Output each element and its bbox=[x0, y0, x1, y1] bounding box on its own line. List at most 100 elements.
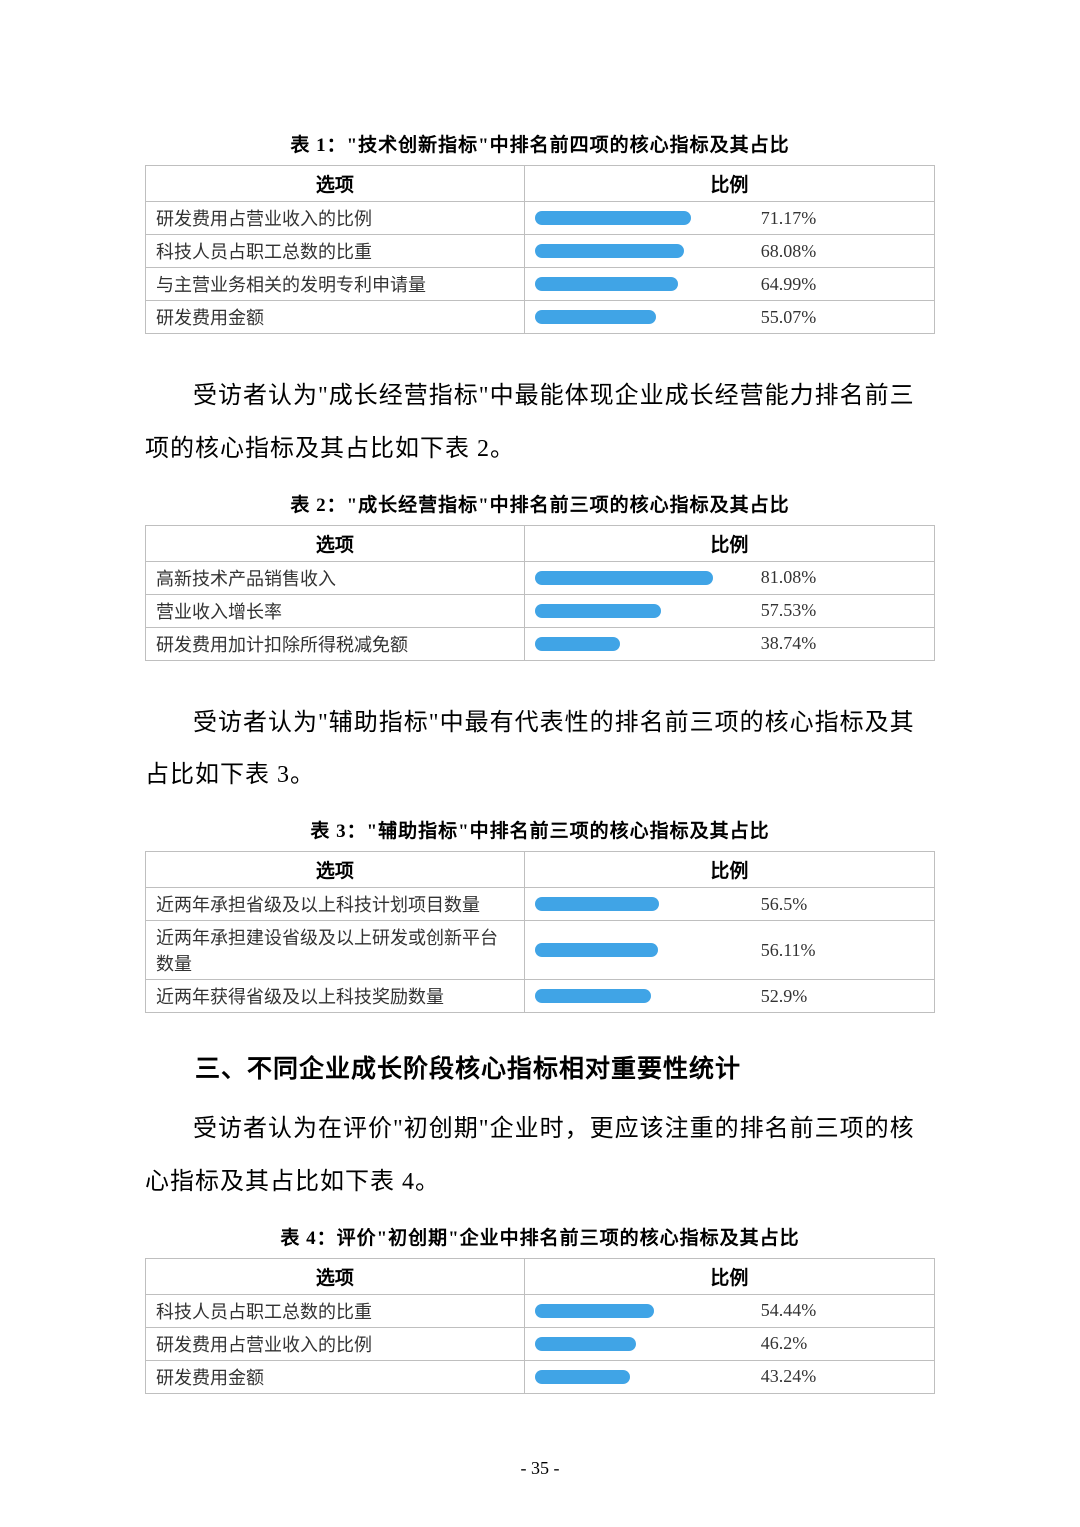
bar-wrap: 56.11% bbox=[535, 940, 924, 961]
indicator-table: 选项比例科技人员占职工总数的比重54.44%研发费用占营业收入的比例46.2%研… bbox=[145, 1258, 935, 1394]
bar-wrap: 68.08% bbox=[535, 241, 924, 262]
table-row: 营业收入增长率 57.53% bbox=[146, 594, 935, 627]
page-number: - 35 - bbox=[0, 1458, 1080, 1479]
table-row: 近两年承担省级及以上科技计划项目数量 56.5% bbox=[146, 888, 935, 921]
ratio-cell: 56.5% bbox=[524, 888, 934, 921]
bar-wrap: 57.53% bbox=[535, 600, 924, 621]
ratio-cell: 52.9% bbox=[524, 980, 934, 1013]
table-caption: 表 4：评价"初创期"企业中排名前三项的核心指标及其占比 bbox=[145, 1223, 935, 1250]
bar-percent-label: 43.24% bbox=[761, 1366, 817, 1387]
bar-track bbox=[535, 1337, 755, 1351]
option-label: 营业收入增长率 bbox=[146, 594, 525, 627]
ratio-cell: 56.11% bbox=[524, 921, 934, 980]
ratio-cell: 68.08% bbox=[524, 235, 934, 268]
bar-wrap: 55.07% bbox=[535, 307, 924, 328]
ratio-cell: 81.08% bbox=[524, 561, 934, 594]
bar-wrap: 71.17% bbox=[535, 208, 924, 229]
page-content: 表 1："技术创新指标"中排名前四项的核心指标及其占比选项比例研发费用占营业收入… bbox=[0, 0, 1080, 1490]
bar-fill bbox=[535, 943, 658, 957]
ratio-cell: 43.24% bbox=[524, 1360, 934, 1393]
bar-track bbox=[535, 637, 755, 651]
table-row: 科技人员占职工总数的比重54.44% bbox=[146, 1294, 935, 1327]
ratio-cell: 54.44% bbox=[524, 1294, 934, 1327]
table-row: 与主营业务相关的发明专利申请量 64.99% bbox=[146, 268, 935, 301]
bar-track bbox=[535, 310, 755, 324]
option-label: 研发费用金额 bbox=[146, 1360, 525, 1393]
option-label: 近两年承担建设省级及以上研发或创新平台数量 bbox=[146, 921, 525, 980]
bar-fill bbox=[535, 604, 662, 618]
bar-wrap: 64.99% bbox=[535, 274, 924, 295]
bar-percent-label: 54.44% bbox=[761, 1300, 817, 1321]
bar-fill bbox=[535, 571, 713, 585]
bar-percent-label: 55.07% bbox=[761, 307, 817, 328]
option-label: 研发费用占营业收入的比例 bbox=[146, 202, 525, 235]
ratio-cell: 38.74% bbox=[524, 627, 934, 660]
bar-percent-label: 68.08% bbox=[761, 241, 817, 262]
ratio-cell: 46.2% bbox=[524, 1327, 934, 1360]
col-header-option: 选项 bbox=[146, 525, 525, 561]
bar-track bbox=[535, 1370, 755, 1384]
bar-percent-label: 64.99% bbox=[761, 274, 817, 295]
bar-percent-label: 56.5% bbox=[761, 894, 808, 915]
bar-track bbox=[535, 571, 755, 585]
bar-fill bbox=[535, 277, 678, 291]
bar-wrap: 81.08% bbox=[535, 567, 924, 588]
bar-percent-label: 46.2% bbox=[761, 1333, 808, 1354]
col-header-option: 选项 bbox=[146, 852, 525, 888]
bar-percent-label: 71.17% bbox=[761, 208, 817, 229]
bar-fill bbox=[535, 1370, 630, 1384]
bar-track bbox=[535, 211, 755, 225]
bar-wrap: 56.5% bbox=[535, 894, 924, 915]
table-row: 近两年获得省级及以上科技奖励数量 52.9% bbox=[146, 980, 935, 1013]
bar-wrap: 46.2% bbox=[535, 1333, 924, 1354]
table-caption: 表 2："成长经营指标"中排名前三项的核心指标及其占比 bbox=[145, 490, 935, 517]
option-label: 科技人员占职工总数的比重 bbox=[146, 235, 525, 268]
bar-wrap: 43.24% bbox=[535, 1366, 924, 1387]
option-label: 研发费用金额 bbox=[146, 301, 525, 334]
option-label: 近两年承担省级及以上科技计划项目数量 bbox=[146, 888, 525, 921]
option-label: 与主营业务相关的发明专利申请量 bbox=[146, 268, 525, 301]
table-row: 近两年承担建设省级及以上研发或创新平台数量 56.11% bbox=[146, 921, 935, 980]
table-row: 研发费用金额 43.24% bbox=[146, 1360, 935, 1393]
ratio-cell: 64.99% bbox=[524, 268, 934, 301]
section-heading: 三、不同企业成长阶段核心指标相对重要性统计 bbox=[145, 1049, 935, 1085]
option-label: 近两年获得省级及以上科技奖励数量 bbox=[146, 980, 525, 1013]
col-header-ratio: 比例 bbox=[524, 166, 934, 202]
bar-fill bbox=[535, 897, 659, 911]
table-row: 研发费用金额 55.07% bbox=[146, 301, 935, 334]
table-caption: 表 1："技术创新指标"中排名前四项的核心指标及其占比 bbox=[145, 130, 935, 157]
bar-track bbox=[535, 277, 755, 291]
bar-track bbox=[535, 244, 755, 258]
col-header-ratio: 比例 bbox=[524, 525, 934, 561]
bar-percent-label: 81.08% bbox=[761, 567, 817, 588]
bar-fill bbox=[535, 310, 656, 324]
bar-percent-label: 38.74% bbox=[761, 633, 817, 654]
bar-track bbox=[535, 604, 755, 618]
bar-fill bbox=[535, 637, 620, 651]
bar-track bbox=[535, 989, 755, 1003]
bar-fill bbox=[535, 244, 685, 258]
bar-track bbox=[535, 943, 755, 957]
bar-wrap: 38.74% bbox=[535, 633, 924, 654]
bar-fill bbox=[535, 1304, 655, 1318]
col-header-option: 选项 bbox=[146, 166, 525, 202]
col-header-ratio: 比例 bbox=[524, 852, 934, 888]
option-label: 高新技术产品销售收入 bbox=[146, 561, 525, 594]
bar-fill bbox=[535, 989, 651, 1003]
option-label: 研发费用占营业收入的比例 bbox=[146, 1327, 525, 1360]
bar-track bbox=[535, 1304, 755, 1318]
bar-percent-label: 52.9% bbox=[761, 986, 808, 1007]
paragraph: 受访者认为"成长经营指标"中最能体现企业成长经营能力排名前三项的核心指标及其占比… bbox=[145, 370, 935, 476]
table-row: 科技人员占职工总数的比重 68.08% bbox=[146, 235, 935, 268]
ratio-cell: 71.17% bbox=[524, 202, 934, 235]
bar-fill bbox=[535, 1337, 637, 1351]
indicator-table: 选项比例高新技术产品销售收入 81.08% 营业收入增长率 57.53% 研发费用加计扣… bbox=[145, 525, 935, 661]
table-row: 高新技术产品销售收入 81.08% bbox=[146, 561, 935, 594]
table-row: 研发费用占营业收入的比例 71.17% bbox=[146, 202, 935, 235]
ratio-cell: 57.53% bbox=[524, 594, 934, 627]
table-row: 研发费用加计扣除所得税减免额38.74% bbox=[146, 627, 935, 660]
table-row: 研发费用占营业收入的比例 46.2% bbox=[146, 1327, 935, 1360]
indicator-table: 选项比例近两年承担省级及以上科技计划项目数量 56.5% 近两年承担建设省级及以上研… bbox=[145, 851, 935, 1013]
bar-wrap: 54.44% bbox=[535, 1300, 924, 1321]
bar-wrap: 52.9% bbox=[535, 986, 924, 1007]
